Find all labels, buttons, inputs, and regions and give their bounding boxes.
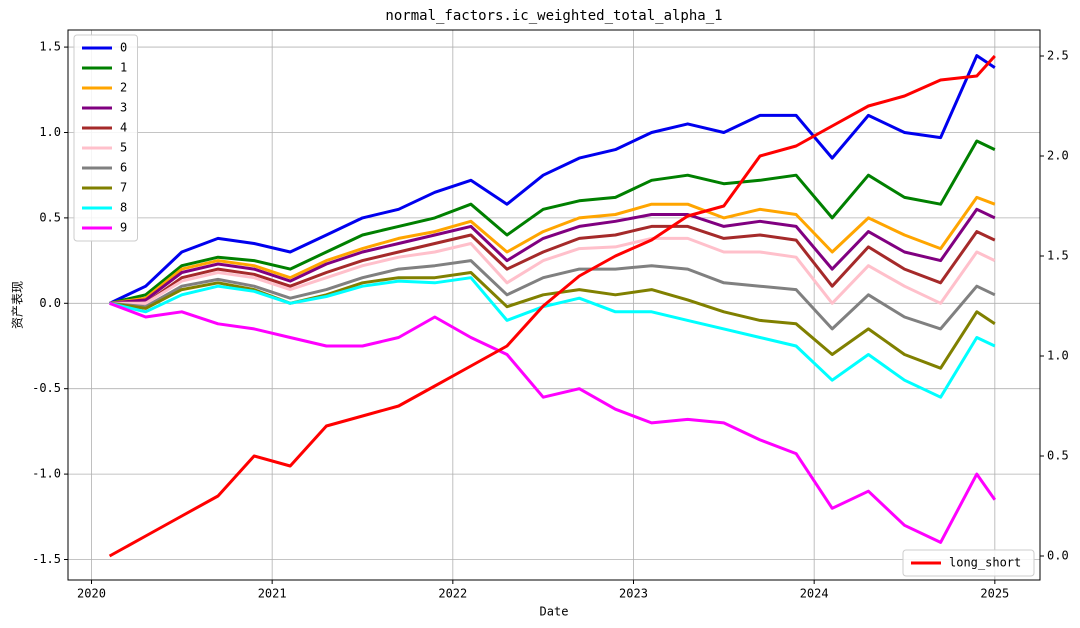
- x-tick-label: 2025: [980, 587, 1009, 601]
- legend-label: 6: [120, 161, 127, 175]
- y-tick-label: 0.5: [39, 210, 61, 224]
- series-line: [109, 195, 996, 305]
- series-line: [109, 139, 996, 305]
- series-line: [109, 271, 996, 370]
- series-line: [109, 276, 996, 399]
- legend-label: 1: [120, 61, 127, 75]
- y2-tick-label: 0.5: [1047, 449, 1069, 463]
- x-tick-label: 2021: [258, 587, 287, 601]
- y2-tick-label: 1.0: [1047, 349, 1069, 363]
- x-axis-label: Date: [540, 605, 569, 619]
- legend-label: 2: [120, 81, 127, 95]
- y2-tick-label: 0.0: [1047, 549, 1069, 563]
- legend-label: 0: [120, 41, 127, 55]
- x-tick-label: 2024: [800, 587, 829, 601]
- y2-tick-label: 2.0: [1047, 149, 1069, 163]
- series-line: [109, 207, 996, 305]
- legend-box: [73, 34, 138, 242]
- legend-label: 7: [120, 181, 127, 195]
- series-line: [108, 54, 996, 558]
- x-tick-label: 2020: [77, 587, 106, 601]
- legend-label: long_short: [949, 556, 1021, 570]
- y-tick-label: -1.5: [32, 552, 61, 566]
- chart-title: normal_factors.ic_weighted_total_alpha_1: [385, 8, 722, 24]
- legend-label: 3: [120, 101, 127, 115]
- x-tick-label: 2023: [619, 587, 648, 601]
- legend-label: 5: [120, 141, 127, 155]
- legend-label: 8: [120, 201, 127, 215]
- y-tick-label: 1.0: [39, 125, 61, 139]
- series-line: [108, 54, 996, 305]
- y2-tick-label: 2.5: [1047, 49, 1069, 63]
- y-tick-label: -1.0: [32, 467, 61, 481]
- y-tick-label: 1.5: [39, 40, 61, 54]
- series-line: [109, 301, 997, 544]
- series-line: [109, 259, 996, 331]
- legend-label: 9: [120, 221, 127, 235]
- y-tick-label: -0.5: [32, 381, 61, 395]
- y-axis-label: 资产表现: [11, 281, 25, 329]
- y-tick-label: 0.0: [39, 296, 61, 310]
- legend-box: [902, 549, 1035, 577]
- series-line: [109, 236, 996, 305]
- series-line: [109, 224, 996, 305]
- plot-frame: [67, 29, 1041, 581]
- x-tick-label: 2022: [438, 587, 467, 601]
- legend-label: 4: [120, 121, 127, 135]
- y2-tick-label: 1.5: [1047, 249, 1069, 263]
